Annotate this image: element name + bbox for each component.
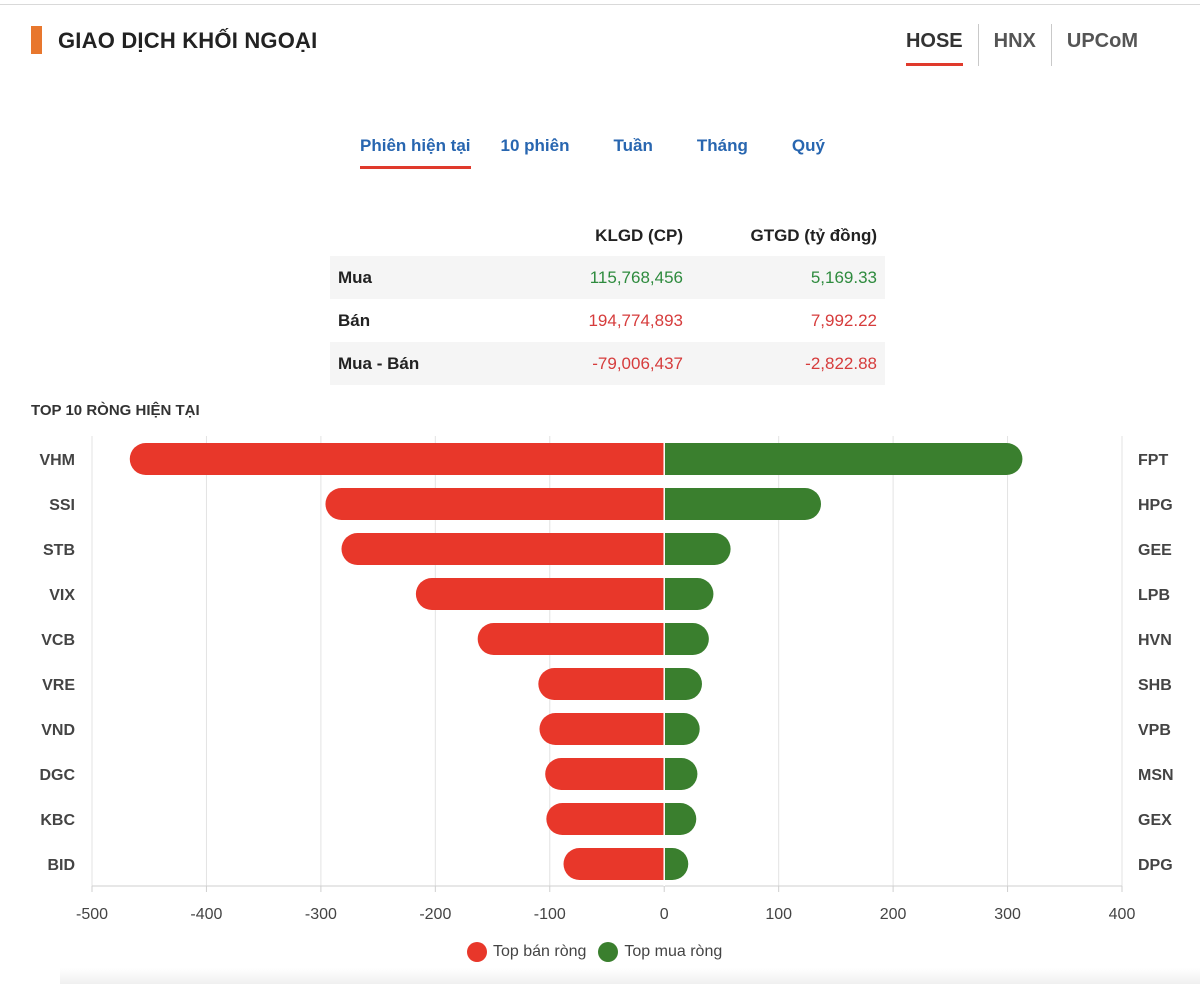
row-klgd: 194,774,893: [588, 311, 683, 330]
top-rule: [0, 4, 1200, 5]
x-tick-label: 300: [994, 906, 1021, 923]
row-klgd: 115,768,456: [589, 268, 683, 287]
bar-buy-vpb: [664, 713, 700, 745]
x-tick-label: -200: [419, 906, 451, 923]
tab-tuan[interactable]: Tuần: [613, 136, 653, 155]
bar-sell-vre: [538, 668, 665, 700]
bar-buy-lpb: [664, 578, 714, 610]
bar-sell-stb: [341, 533, 665, 565]
bar-sell-vix: [415, 578, 665, 610]
tab-thang[interactable]: Tháng: [696, 136, 748, 155]
table-row-ban: Bán 194,774,893 7,992.22: [330, 299, 885, 342]
sell-category-label: STB: [43, 542, 75, 559]
bar-buy-shb: [664, 668, 702, 700]
chart-legend: Top bán ròng Top mua ròng: [467, 942, 734, 962]
page-title: GIAO DỊCH KHỐI NGOẠI: [58, 28, 318, 53]
summary-table: KLGD (CP) GTGD (tỷ đồng) Mua 115,768,456…: [330, 216, 885, 385]
buy-category-label: HVN: [1138, 632, 1172, 649]
bar-buy-gee: [664, 533, 731, 565]
bar-buy-hvn: [664, 623, 709, 655]
tab-quy[interactable]: Quý: [791, 136, 825, 155]
x-tick-label: 200: [880, 906, 907, 923]
tab-upcom[interactable]: UPCoM: [1066, 30, 1138, 52]
buy-category-label: GEE: [1138, 542, 1172, 559]
row-label: Bán: [338, 311, 371, 330]
x-tick-label: -400: [190, 906, 222, 923]
legend-item-buy[interactable]: Top mua ròng: [598, 942, 722, 962]
bar-buy-msn: [664, 758, 698, 790]
tab-10-phien[interactable]: 10 phiên: [500, 136, 570, 155]
sell-category-label: SSI: [49, 497, 75, 514]
buy-category-label: MSN: [1138, 767, 1174, 784]
table-row-mua-ban: Mua - Bán -79,006,437 -2,822.88: [330, 342, 885, 385]
chart-title: TOP 10 RÒNG HIỆN TẠI: [31, 402, 200, 419]
buy-category-label: GEX: [1138, 812, 1172, 829]
x-tick-label: -500: [76, 906, 108, 923]
bar-sell-ssi: [325, 488, 665, 520]
tab-hnx[interactable]: HNX: [993, 30, 1036, 52]
title-accent-bar: [31, 26, 42, 54]
row-label: Mua: [338, 268, 372, 287]
tab-hose[interactable]: HOSE: [905, 24, 963, 66]
x-tick-label: 100: [765, 906, 792, 923]
buy-category-label: DPG: [1138, 857, 1173, 874]
buy-category-label: LPB: [1138, 587, 1170, 604]
bar-sell-dgc: [545, 758, 665, 790]
x-tick-label: 400: [1109, 906, 1136, 923]
buy-category-label: SHB: [1138, 677, 1172, 694]
sell-category-label: BID: [47, 857, 75, 874]
legend-buy-marker: [598, 942, 619, 962]
row-gtgd: 5,169.33: [810, 268, 877, 287]
bar-sell-vnd: [539, 713, 665, 745]
tab-phien-hien-tai[interactable]: Phiên hiện tại: [360, 136, 471, 169]
x-tick-label: -300: [305, 906, 337, 923]
bar-buy-hpg: [664, 488, 822, 520]
sell-category-label: VND: [41, 722, 75, 739]
row-gtgd: 7,992.22: [810, 311, 877, 330]
row-label: Mua - Bán: [338, 354, 420, 373]
legend-sell-label: Top bán ròng: [493, 943, 587, 960]
sell-category-label: VIX: [49, 587, 75, 604]
header-klgd: KLGD (CP): [595, 226, 683, 245]
legend-item-sell[interactable]: Top bán ròng: [467, 942, 586, 962]
x-tick-label: -100: [534, 906, 566, 923]
net-trading-chart: -500 -400 -300 -200 -100 0 100 200 300 400 VHM FPT S…: [39, 436, 1174, 923]
period-tabs: Phiên hiện tại 10 phiên Tuần Tháng Quý: [360, 136, 825, 169]
sell-category-label: VHM: [39, 452, 75, 469]
bar-sell-vcb: [477, 623, 665, 655]
bottom-shade: [60, 968, 1200, 984]
sell-category-label: DGC: [39, 767, 75, 784]
sell-category-label: VCB: [41, 632, 75, 649]
tab-divider: [977, 24, 979, 66]
table-row-mua: Mua 115,768,456 5,169.33: [330, 256, 885, 299]
summary-header-row: KLGD (CP) GTGD (tỷ đồng): [330, 216, 885, 256]
tab-divider: [1050, 24, 1052, 66]
legend-buy-label: Top mua ròng: [624, 943, 723, 960]
bar-buy-gex: [664, 803, 697, 835]
row-gtgd: -2,822.88: [805, 354, 877, 373]
sell-category-label: KBC: [40, 812, 75, 829]
buy-category-label: FPT: [1138, 452, 1168, 469]
buy-category-label: VPB: [1138, 722, 1171, 739]
bar-sell-vhm: [129, 443, 665, 475]
exchange-tabs: HOSE HNX UPCoM: [905, 24, 1138, 66]
legend-sell-marker: [467, 942, 487, 962]
bar-sell-bid: [563, 848, 665, 880]
buy-category-label: HPG: [1138, 497, 1173, 514]
bar-buy-fpt: [664, 443, 1023, 475]
row-klgd: -79,006,437: [592, 354, 683, 373]
x-tick-label: 0: [660, 906, 669, 923]
sell-category-label: VRE: [42, 677, 75, 694]
bar-sell-kbc: [546, 803, 665, 835]
header-gtgd: GTGD (tỷ đồng): [750, 226, 877, 245]
bar-buy-dpg: [664, 848, 689, 880]
